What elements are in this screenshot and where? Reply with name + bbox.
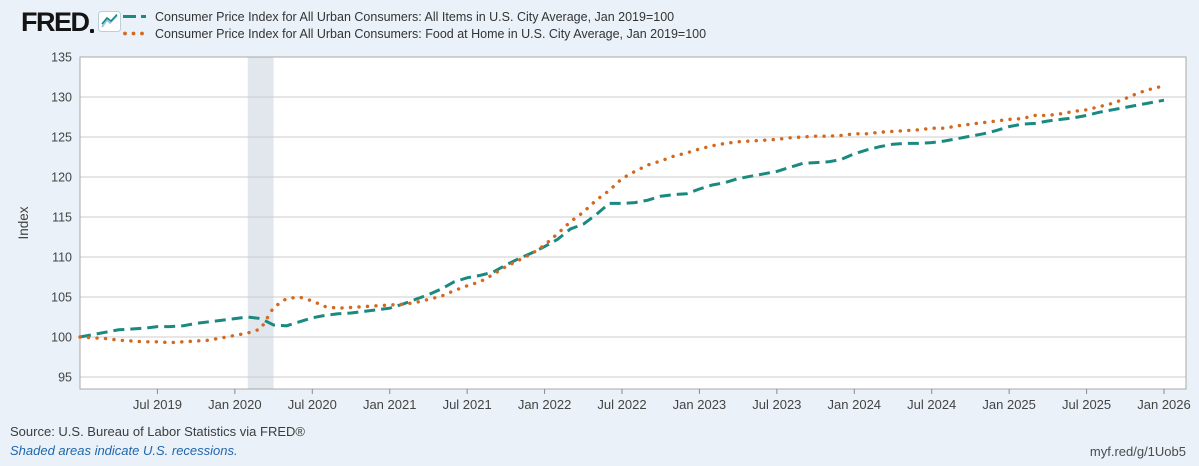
x-axis-tick-label: Jan 2026 — [1137, 397, 1191, 412]
y-axis-title: Index — [16, 206, 31, 239]
x-axis-tick-label: Jan 2025 — [982, 397, 1036, 412]
series-line — [79, 98, 1165, 339]
x-axis-tick-label: Jul 2021 — [443, 397, 492, 412]
x-axis-tick-label: Jul 2023 — [752, 397, 801, 412]
x-axis-tick-label: Jan 2022 — [518, 397, 572, 412]
legend-item-all-items[interactable]: Consumer Price Index for All Urban Consu… — [122, 8, 706, 25]
fred-logo-dot — [90, 29, 94, 33]
y-axis-tick-label: 105 — [51, 291, 72, 305]
recession-note-link[interactable]: Shaded areas indicate U.S. recessions. — [10, 443, 238, 458]
y-axis-tick-label: 125 — [51, 131, 72, 145]
short-url[interactable]: myf.red/g/1Uob5 — [1089, 444, 1186, 459]
x-axis-tick-label: Jul 2025 — [1062, 397, 1111, 412]
legend-label-food-at-home: Consumer Price Index for All Urban Consu… — [155, 26, 707, 41]
fred-graph-icon — [98, 11, 121, 32]
y-axis-tick-label: 120 — [51, 171, 72, 185]
x-axis-tick-label: Jul 2020 — [288, 397, 337, 412]
fred-logo[interactable]: FRED — [21, 7, 90, 37]
x-axis-tick-label: Jul 2022 — [597, 397, 646, 412]
y-axis-tick-label: 135 — [51, 51, 72, 65]
dashed-line-icon — [123, 15, 146, 18]
x-axis-tick-label: Jan 2021 — [363, 397, 417, 412]
dotted-line-icon — [123, 31, 144, 36]
x-axis-tick-label: Jan 2024 — [828, 397, 882, 412]
y-axis-tick-label: 130 — [51, 91, 72, 105]
y-axis-tick-label: 110 — [52, 251, 72, 265]
x-axis-tick-label: Jul 2024 — [907, 397, 956, 412]
legend-item-food-at-home[interactable]: Consumer Price Index for All Urban Consu… — [122, 25, 706, 42]
y-axis-tick-label: 100 — [51, 331, 72, 345]
recession-band — [247, 57, 274, 389]
y-axis-tick-label: 115 — [52, 211, 72, 225]
legend-label-all-items: Consumer Price Index for All Urban Consu… — [155, 9, 675, 24]
series-line — [78, 84, 1166, 345]
x-axis-tick-label: Jan 2020 — [208, 397, 262, 412]
x-axis-tick-label: Jul 2019 — [133, 397, 182, 412]
legend: Consumer Price Index for All Urban Consu… — [122, 8, 706, 42]
source-attribution[interactable]: Source: U.S. Bureau of Labor Statistics … — [10, 424, 305, 439]
x-axis-tick-label: Jan 2023 — [673, 397, 727, 412]
y-axis-tick-label: 95 — [58, 371, 72, 385]
